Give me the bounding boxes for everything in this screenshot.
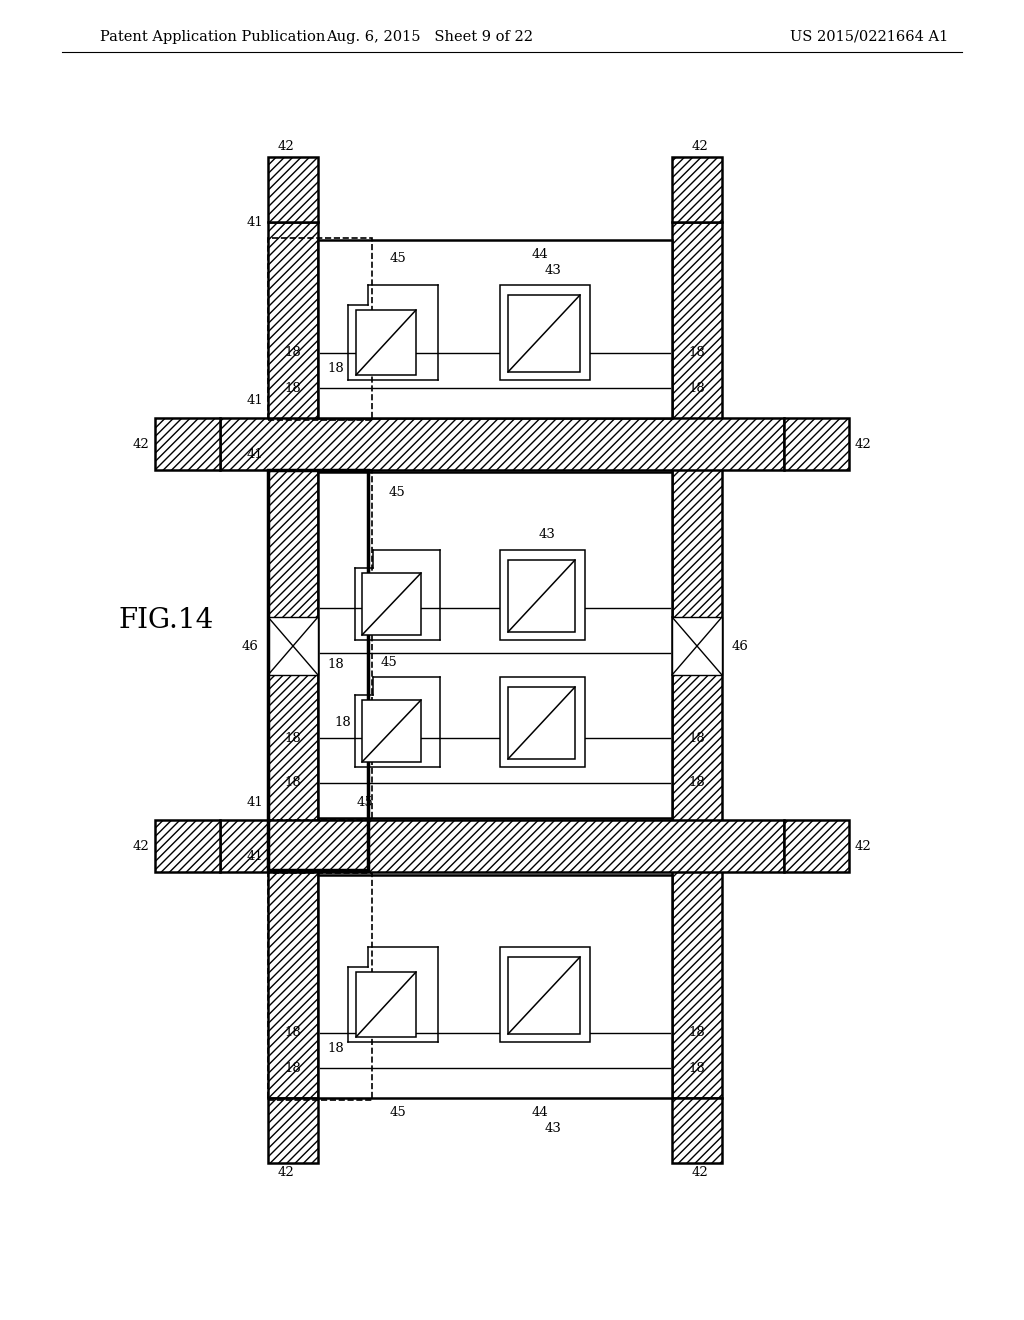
Bar	[220, 418, 784, 470]
Bar	[508, 294, 580, 372]
Text: 18: 18	[688, 1061, 706, 1074]
Text: 42: 42	[691, 1167, 709, 1180]
Text: 42: 42	[278, 1167, 294, 1180]
Text: 44: 44	[531, 1106, 549, 1119]
Bar	[508, 686, 575, 759]
Bar	[318, 875, 672, 1098]
Bar	[220, 820, 784, 873]
Bar	[268, 470, 372, 820]
Text: 18: 18	[688, 776, 706, 789]
Text: 43: 43	[545, 1122, 561, 1134]
Bar	[500, 946, 590, 1041]
Bar	[508, 957, 580, 1034]
Text: Aug. 6, 2015   Sheet 9 of 22: Aug. 6, 2015 Sheet 9 of 22	[327, 30, 534, 44]
Text: 18: 18	[285, 346, 301, 359]
Text: 45: 45	[389, 252, 407, 264]
Bar	[500, 285, 590, 380]
Text: 42: 42	[133, 840, 150, 853]
Text: 18: 18	[285, 381, 301, 395]
Bar	[155, 820, 220, 873]
Text: 41: 41	[247, 850, 263, 863]
Text: 18: 18	[688, 381, 706, 395]
Bar	[268, 873, 372, 1100]
Bar	[672, 157, 722, 222]
Bar	[362, 573, 421, 635]
Bar	[362, 700, 421, 762]
Text: 41: 41	[247, 447, 263, 461]
Text: 18: 18	[688, 346, 706, 359]
Bar	[500, 550, 585, 640]
Text: 41: 41	[247, 393, 263, 407]
Bar	[268, 157, 318, 222]
Text: 18: 18	[688, 1027, 706, 1040]
Bar	[784, 820, 849, 873]
Bar	[155, 418, 220, 470]
Bar	[672, 222, 722, 1098]
Text: 45: 45	[389, 1106, 407, 1119]
Bar	[318, 473, 672, 818]
Bar	[268, 1098, 318, 1163]
Text: 18: 18	[335, 715, 351, 729]
Text: 18: 18	[285, 1061, 301, 1074]
Bar	[268, 222, 318, 1098]
Text: 42: 42	[133, 437, 150, 450]
Text: 18: 18	[285, 1027, 301, 1040]
Bar	[356, 310, 416, 375]
Text: 41: 41	[247, 215, 263, 228]
Text: 42: 42	[278, 140, 294, 153]
Text: 45: 45	[356, 796, 374, 809]
Bar	[318, 240, 672, 418]
Text: 42: 42	[691, 140, 709, 153]
Bar	[672, 616, 722, 675]
Text: 18: 18	[285, 776, 301, 789]
Bar	[500, 677, 585, 767]
Text: 42: 42	[855, 840, 871, 853]
Bar	[268, 238, 372, 420]
Text: FIG.14: FIG.14	[118, 606, 213, 634]
Text: 43: 43	[539, 528, 555, 541]
Text: 18: 18	[328, 1041, 344, 1055]
Text: 46: 46	[731, 639, 749, 652]
Text: 41: 41	[247, 796, 263, 808]
Bar	[268, 616, 318, 675]
Text: 18: 18	[328, 659, 344, 672]
Text: 18: 18	[285, 731, 301, 744]
Text: 44: 44	[531, 248, 549, 261]
Bar	[268, 470, 368, 870]
Bar	[356, 972, 416, 1038]
Text: 43: 43	[545, 264, 561, 276]
Text: 42: 42	[855, 437, 871, 450]
Text: 18: 18	[328, 362, 344, 375]
Text: 46: 46	[242, 639, 258, 652]
Bar	[784, 418, 849, 470]
Text: US 2015/0221664 A1: US 2015/0221664 A1	[790, 30, 948, 44]
Text: Patent Application Publication: Patent Application Publication	[100, 30, 326, 44]
Text: 45: 45	[389, 486, 406, 499]
Text: 18: 18	[688, 731, 706, 744]
Bar	[672, 1098, 722, 1163]
Text: 45: 45	[381, 656, 397, 668]
Bar	[508, 560, 575, 632]
